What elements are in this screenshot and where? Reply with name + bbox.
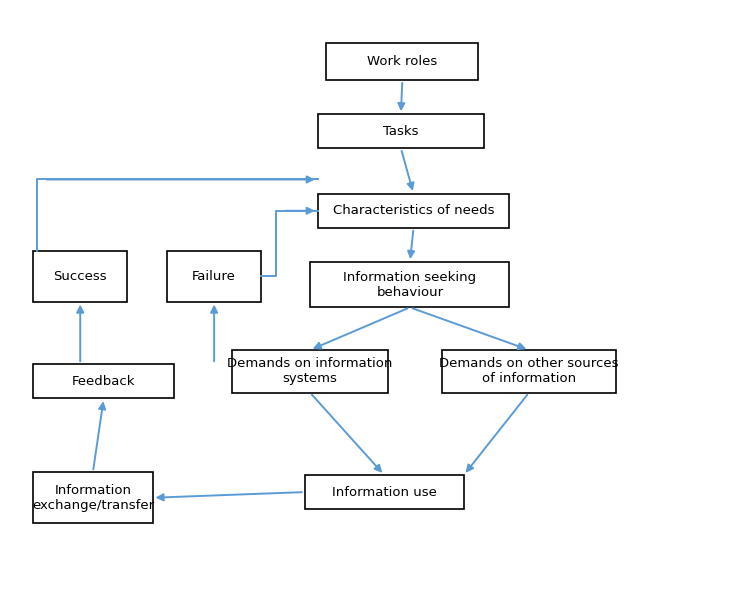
Text: Feedback: Feedback [72, 375, 136, 388]
Text: Demands on information
systems: Demands on information systems [228, 358, 393, 385]
FancyBboxPatch shape [326, 43, 478, 80]
FancyBboxPatch shape [305, 475, 464, 509]
Text: Tasks: Tasks [383, 125, 418, 138]
FancyBboxPatch shape [232, 350, 388, 392]
Text: Failure: Failure [192, 269, 236, 282]
FancyBboxPatch shape [33, 472, 152, 523]
Text: Information use: Information use [332, 485, 437, 498]
Text: Information
exchange/transfer: Information exchange/transfer [32, 484, 154, 511]
Text: Information seeking
behaviour: Information seeking behaviour [343, 271, 477, 298]
Text: Success: Success [54, 269, 107, 282]
FancyBboxPatch shape [33, 364, 174, 398]
FancyBboxPatch shape [33, 250, 127, 302]
FancyBboxPatch shape [442, 350, 616, 392]
FancyBboxPatch shape [317, 114, 484, 148]
Text: Demands on other sources
of information: Demands on other sources of information [440, 358, 619, 385]
Text: Work roles: Work roles [367, 55, 437, 68]
FancyBboxPatch shape [167, 250, 261, 302]
Text: Characteristics of needs: Characteristics of needs [333, 204, 495, 217]
FancyBboxPatch shape [317, 194, 510, 228]
FancyBboxPatch shape [311, 262, 510, 307]
